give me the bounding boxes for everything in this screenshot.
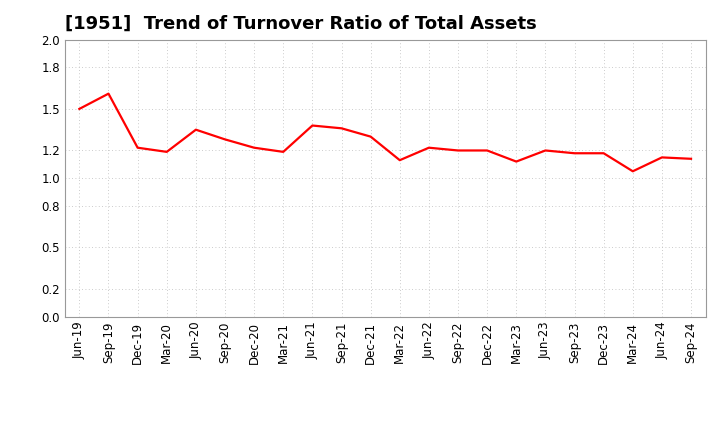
Text: [1951]  Trend of Turnover Ratio of Total Assets: [1951] Trend of Turnover Ratio of Total … — [65, 15, 536, 33]
